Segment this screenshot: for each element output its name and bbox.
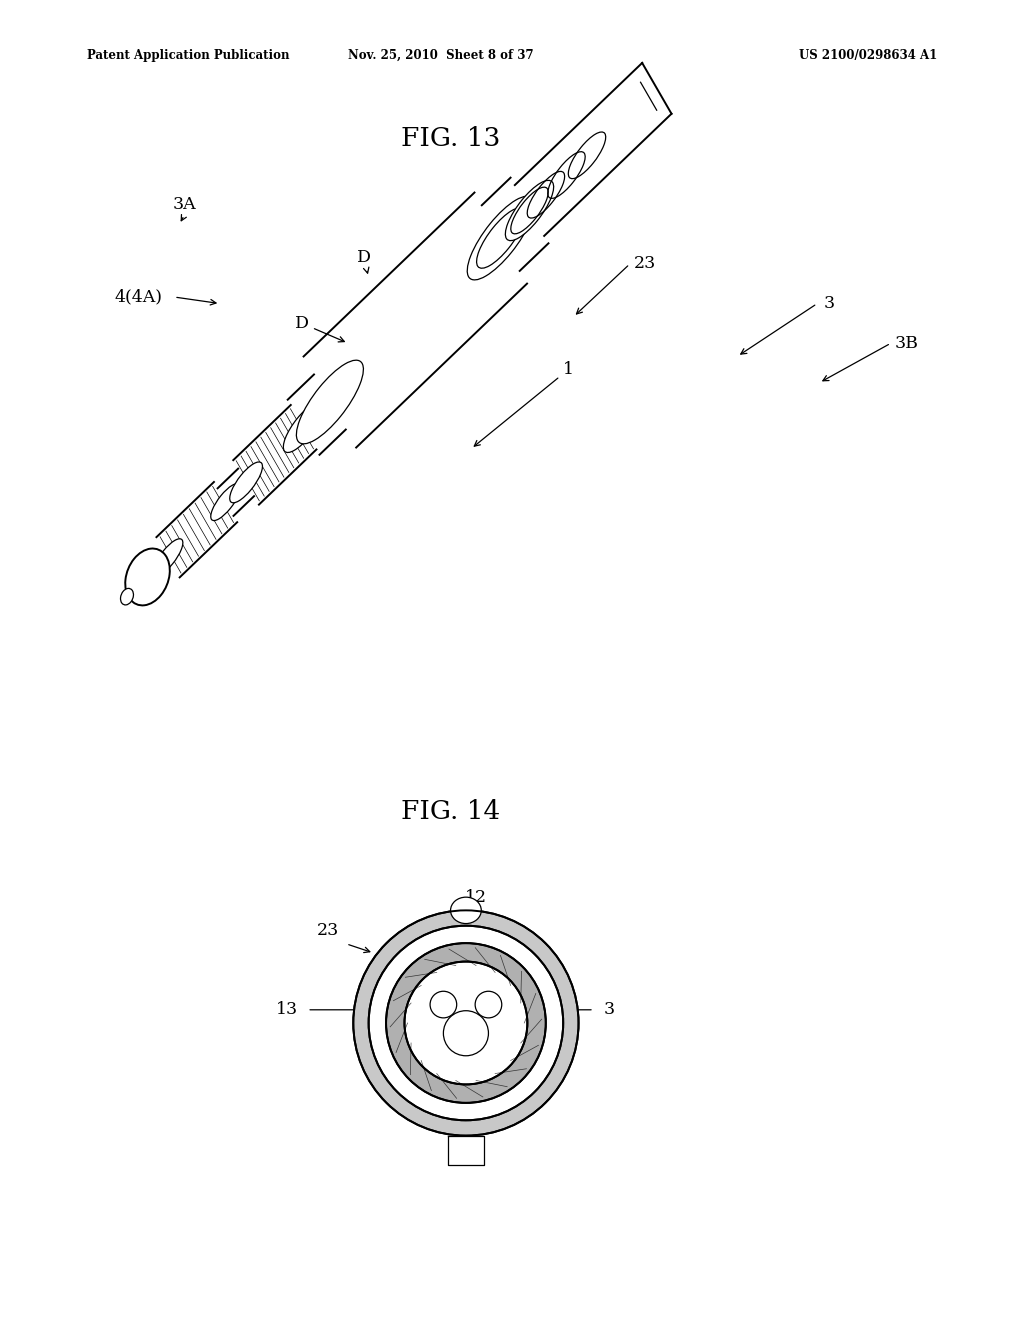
Ellipse shape [476, 209, 525, 268]
Ellipse shape [125, 549, 170, 606]
Polygon shape [515, 63, 672, 236]
Ellipse shape [154, 539, 183, 576]
Text: FIG. 14: FIG. 14 [401, 800, 500, 824]
Ellipse shape [296, 360, 364, 444]
Ellipse shape [284, 401, 324, 453]
Ellipse shape [505, 181, 554, 240]
Polygon shape [233, 405, 316, 504]
Ellipse shape [430, 991, 457, 1018]
Ellipse shape [211, 483, 241, 520]
Ellipse shape [353, 911, 579, 1135]
Ellipse shape [369, 925, 563, 1121]
Text: Nov. 25, 2010  Sheet 8 of 37: Nov. 25, 2010 Sheet 8 of 37 [347, 49, 534, 62]
Text: D: D [356, 249, 371, 273]
Ellipse shape [386, 942, 546, 1104]
Polygon shape [482, 178, 549, 271]
Text: D: D [295, 315, 344, 342]
Text: 13: 13 [275, 1002, 298, 1018]
Ellipse shape [288, 407, 319, 447]
Text: 3: 3 [824, 296, 835, 312]
Polygon shape [218, 469, 254, 516]
Ellipse shape [511, 187, 548, 234]
Polygon shape [449, 1135, 484, 1164]
Ellipse shape [467, 197, 535, 280]
Text: 3A: 3A [172, 197, 197, 213]
Text: 1: 1 [474, 362, 573, 446]
Ellipse shape [443, 1011, 488, 1056]
Text: 3B: 3B [894, 335, 919, 351]
Ellipse shape [451, 898, 481, 924]
Polygon shape [303, 193, 527, 447]
Text: 23: 23 [316, 923, 339, 939]
Text: 23: 23 [634, 256, 656, 272]
Text: FIG. 13: FIG. 13 [400, 127, 501, 150]
Text: US 2100/0298634 A1: US 2100/0298634 A1 [799, 49, 937, 62]
Text: Patent Application Publication: Patent Application Publication [87, 49, 290, 62]
Text: 3: 3 [604, 1002, 614, 1018]
Ellipse shape [229, 462, 262, 503]
Text: 12: 12 [465, 890, 487, 906]
Polygon shape [288, 375, 346, 455]
Ellipse shape [404, 961, 527, 1085]
Ellipse shape [121, 589, 133, 605]
Ellipse shape [475, 991, 502, 1018]
Ellipse shape [309, 376, 350, 428]
Text: 11: 11 [455, 1104, 477, 1119]
Text: 4(4A): 4(4A) [115, 289, 162, 305]
Polygon shape [157, 482, 238, 577]
